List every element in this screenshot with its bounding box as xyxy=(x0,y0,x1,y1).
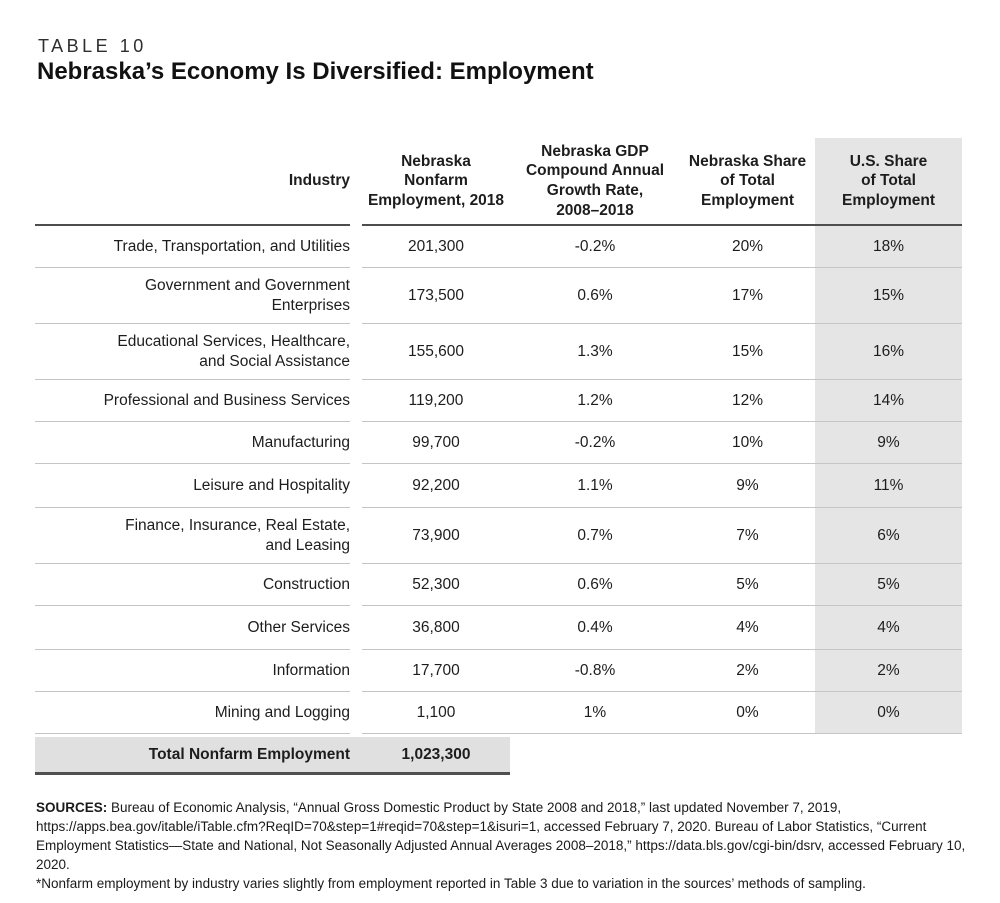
growth-cell: 1.1% xyxy=(510,464,680,508)
column-gap xyxy=(350,606,362,650)
column-gap xyxy=(350,650,362,692)
employment-cell: 99,700 xyxy=(362,422,510,464)
total-label: Total Nonfarm Employment xyxy=(148,745,350,763)
ne-share-cell: 4% xyxy=(680,606,815,650)
total-value: 1,023,300 xyxy=(401,745,471,763)
employment-cell: 119,200 xyxy=(362,380,510,422)
us-share-cell: 0% xyxy=(815,692,962,734)
industry-cell: Trade, Transportation, and Utilities xyxy=(35,226,350,268)
column-gap xyxy=(350,692,362,734)
us-share-cell: 9% xyxy=(815,422,962,464)
growth-cell: -0.2% xyxy=(510,226,680,268)
growth-cell: 1% xyxy=(510,692,680,734)
employment-cell: 52,300 xyxy=(362,564,510,606)
column-header-industry: Industry xyxy=(35,138,350,226)
industry-cell: Manufacturing xyxy=(35,422,350,464)
industry-cell: Professional and Business Services xyxy=(35,380,350,422)
growth-cell: 1.3% xyxy=(510,324,680,380)
page-title: Nebraska’s Economy Is Diversified: Emplo… xyxy=(37,58,594,85)
ne-share-cell: 0% xyxy=(680,692,815,734)
us-share-cell: 11% xyxy=(815,464,962,508)
column-gap xyxy=(350,226,362,268)
industry-cell: Government and Government Enterprises xyxy=(35,268,350,324)
industry-cell: Information xyxy=(35,650,350,692)
column-header-ne-share: Nebraska Share of Total Employment xyxy=(680,138,815,226)
total-row: Total Nonfarm Employment 1,023,300 xyxy=(35,737,510,775)
us-share-cell: 15% xyxy=(815,268,962,324)
column-header-gdp-growth: Nebraska GDP Compound Annual Growth Rate… xyxy=(510,138,680,226)
us-share-cell: 2% xyxy=(815,650,962,692)
us-share-cell: 6% xyxy=(815,508,962,564)
employment-cell: 173,500 xyxy=(362,268,510,324)
us-share-cell: 18% xyxy=(815,226,962,268)
industry-cell: Mining and Logging xyxy=(35,692,350,734)
growth-cell: -0.8% xyxy=(510,650,680,692)
growth-cell: 1.2% xyxy=(510,380,680,422)
ne-share-cell: 15% xyxy=(680,324,815,380)
ne-share-cell: 2% xyxy=(680,650,815,692)
column-gap xyxy=(350,422,362,464)
us-share-cell: 5% xyxy=(815,564,962,606)
growth-cell: -0.2% xyxy=(510,422,680,464)
employment-cell: 92,200 xyxy=(362,464,510,508)
ne-share-cell: 20% xyxy=(680,226,815,268)
sources-note: SOURCES: Bureau of Economic Analysis, “A… xyxy=(36,798,968,893)
sources-label: SOURCES: xyxy=(36,800,108,815)
growth-cell: 0.7% xyxy=(510,508,680,564)
column-gap xyxy=(350,564,362,606)
industry-cell: Leisure and Hospitality xyxy=(35,464,350,508)
industry-cell: Construction xyxy=(35,564,350,606)
employment-cell: 17,700 xyxy=(362,650,510,692)
industry-cell: Other Services xyxy=(35,606,350,650)
ne-share-cell: 17% xyxy=(680,268,815,324)
employment-table: Industry Nebraska Nonfarm Employment, 20… xyxy=(35,138,962,734)
ne-share-cell: 9% xyxy=(680,464,815,508)
column-gap xyxy=(350,464,362,508)
ne-share-cell: 7% xyxy=(680,508,815,564)
us-share-cell: 14% xyxy=(815,380,962,422)
column-gap xyxy=(350,324,362,380)
employment-cell: 1,100 xyxy=(362,692,510,734)
industry-cell: Educational Services, Healthcare, and So… xyxy=(35,324,350,380)
column-header-us-share: U.S. Share of Total Employment xyxy=(815,138,962,226)
ne-share-cell: 12% xyxy=(680,380,815,422)
ne-share-cell: 5% xyxy=(680,564,815,606)
growth-cell: 0.4% xyxy=(510,606,680,650)
industry-cell: Finance, Insurance, Real Estate, and Lea… xyxy=(35,508,350,564)
sources-paragraph: SOURCES: Bureau of Economic Analysis, “A… xyxy=(36,798,968,874)
us-share-cell: 16% xyxy=(815,324,962,380)
column-gap xyxy=(350,138,362,226)
employment-cell: 201,300 xyxy=(362,226,510,268)
column-gap xyxy=(350,380,362,422)
employment-cell: 155,600 xyxy=(362,324,510,380)
employment-cell: 73,900 xyxy=(362,508,510,564)
employment-cell: 36,800 xyxy=(362,606,510,650)
sampling-footnote: *Nonfarm employment by industry varies s… xyxy=(36,876,866,891)
ne-share-cell: 10% xyxy=(680,422,815,464)
column-gap xyxy=(350,268,362,324)
growth-cell: 0.6% xyxy=(510,268,680,324)
column-header-ne-employment: Nebraska Nonfarm Employment, 2018 xyxy=(362,138,510,226)
us-share-cell: 4% xyxy=(815,606,962,650)
growth-cell: 0.6% xyxy=(510,564,680,606)
sources-text: Bureau of Economic Analysis, “Annual Gro… xyxy=(36,800,966,872)
column-gap xyxy=(350,508,362,564)
table-number-label: TABLE 10 xyxy=(38,36,147,56)
